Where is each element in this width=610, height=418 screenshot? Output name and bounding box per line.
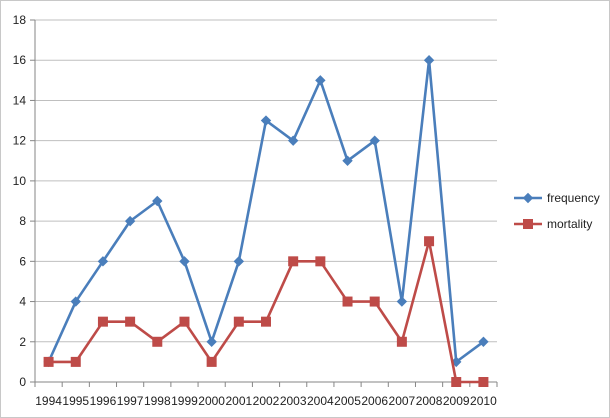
mortality-point bbox=[424, 236, 435, 247]
mortality-point bbox=[97, 316, 108, 327]
mortality-point bbox=[315, 256, 326, 267]
frequency-point bbox=[233, 256, 245, 267]
frequency-point bbox=[179, 256, 190, 267]
mortality-point bbox=[152, 336, 163, 347]
y-tick-label: 6 bbox=[19, 254, 26, 268]
y-tick-label: 16 bbox=[13, 53, 27, 67]
mortality-point bbox=[288, 256, 299, 267]
y-tick-label: 4 bbox=[19, 295, 26, 309]
x-tick-label: 2006 bbox=[361, 394, 388, 408]
y-tick-label: 2 bbox=[19, 335, 26, 349]
x-tick-labels: 1994 1995 1996 1997 1998 1999 2000 2001 2002 2003… bbox=[35, 394, 497, 408]
x-tick-label: 2007 bbox=[389, 394, 416, 408]
mortality-point bbox=[261, 316, 271, 327]
frequency-point bbox=[260, 115, 272, 126]
legend-item-frequency: frequency bbox=[514, 191, 600, 205]
gridlines bbox=[35, 19, 497, 343]
frequency-point bbox=[152, 195, 163, 207]
frequency-point bbox=[342, 155, 353, 166]
y-tick-label: 14 bbox=[13, 93, 27, 107]
y-tick-label: 10 bbox=[13, 174, 27, 188]
mortality-point bbox=[70, 356, 81, 367]
mortality-point bbox=[179, 316, 190, 327]
legend: frequency mortality bbox=[514, 191, 600, 231]
x-tick-label: 2005 bbox=[334, 394, 361, 408]
y-tick-label: 12 bbox=[13, 134, 27, 148]
x-tick-label: 1994 bbox=[35, 394, 62, 408]
frequency-point bbox=[287, 135, 299, 146]
x-tick-label: 2003 bbox=[280, 394, 307, 408]
frequency-point bbox=[315, 75, 326, 86]
legend-label: mortality bbox=[547, 217, 592, 231]
x-tick-label: 1997 bbox=[117, 394, 144, 408]
frequency-point bbox=[124, 215, 136, 227]
y-tick-label: 18 bbox=[13, 13, 27, 27]
frequency-point bbox=[423, 55, 435, 66]
frequency-point bbox=[206, 336, 217, 347]
frequency-point bbox=[396, 296, 408, 307]
y-tick-label: 0 bbox=[19, 375, 26, 389]
legend-swatch-marker bbox=[523, 219, 533, 229]
mortality-point bbox=[125, 316, 136, 327]
x-tick-label: 1999 bbox=[171, 394, 198, 408]
legend-item-mortality: mortality bbox=[514, 217, 592, 231]
x-tick-label: 1996 bbox=[90, 394, 117, 408]
y-tick-label: 8 bbox=[19, 214, 26, 228]
mortality-point bbox=[369, 296, 380, 307]
x-tick-label: 2010 bbox=[470, 394, 497, 408]
series-mortality bbox=[43, 236, 489, 387]
mortality-point bbox=[478, 377, 489, 387]
y-tick-labels: 0 2 4 6 8 10 12 14 16 18 bbox=[13, 13, 27, 389]
x-tick-label: 1995 bbox=[62, 394, 89, 408]
frequency-point bbox=[478, 336, 489, 347]
mortality-point bbox=[233, 316, 244, 327]
x-tick-label: 2001 bbox=[225, 394, 252, 408]
x-tick-label: 2002 bbox=[253, 394, 280, 408]
x-tick-label: 2009 bbox=[443, 394, 470, 408]
x-tick-label: 2004 bbox=[307, 394, 334, 408]
x-tick-label: 2000 bbox=[198, 394, 225, 408]
frequency-point bbox=[97, 256, 109, 267]
mortality-point bbox=[206, 356, 217, 367]
mortality-point bbox=[43, 356, 54, 367]
mortality-point bbox=[451, 377, 462, 387]
frequency-point bbox=[369, 135, 380, 146]
frequency-point bbox=[70, 296, 81, 307]
legend-swatch-marker bbox=[522, 192, 534, 204]
axes bbox=[30, 19, 498, 387]
mortality-point bbox=[396, 336, 407, 347]
series bbox=[43, 55, 489, 387]
x-tick-label: 1998 bbox=[144, 394, 171, 408]
mortality-point bbox=[342, 296, 353, 307]
legend-label: frequency bbox=[547, 191, 600, 205]
x-tick-label: 2008 bbox=[416, 394, 443, 408]
